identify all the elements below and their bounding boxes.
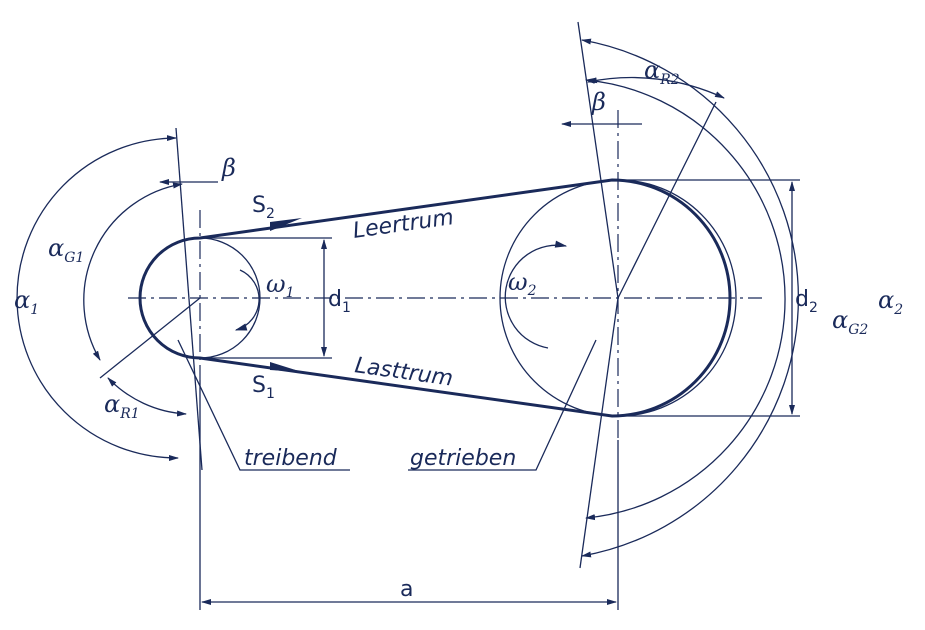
s2-label: S2 bbox=[252, 193, 275, 222]
getrieben-leader bbox=[408, 339, 597, 471]
a-label: a bbox=[400, 577, 413, 602]
alphaR2-arc bbox=[587, 76, 725, 99]
right-tilted-line-main bbox=[577, 21, 619, 299]
alphaG2-label: αG2 bbox=[832, 306, 868, 338]
treibend-leader bbox=[177, 339, 350, 471]
d1-label: d1 bbox=[328, 287, 351, 316]
left-radial-line bbox=[99, 297, 201, 379]
omega2-label: ω2 bbox=[508, 268, 537, 299]
treibend-label: treibend bbox=[244, 446, 338, 471]
alpha2-label: α2 bbox=[878, 286, 903, 318]
beta-right-label: β bbox=[591, 88, 606, 116]
alphaG2-arc bbox=[585, 77, 786, 521]
alpha1-arc bbox=[16, 135, 179, 462]
s1-arrow bbox=[270, 362, 302, 372]
right-radial-line bbox=[617, 101, 717, 299]
alphaR2-label: αR2 bbox=[644, 56, 680, 88]
alphaG1-label: αG1 bbox=[48, 234, 84, 266]
s1-label: S1 bbox=[252, 373, 275, 402]
s2-arrow bbox=[270, 218, 302, 231]
d2-label: d2 bbox=[795, 287, 818, 316]
right-tilted-line-lower bbox=[579, 297, 619, 569]
alphaG1-arc bbox=[83, 182, 183, 361]
getrieben-label: getrieben bbox=[410, 446, 516, 471]
beta-left-label: β bbox=[221, 154, 236, 182]
alpha1-label: α1 bbox=[14, 286, 39, 318]
omega1-label: ω1 bbox=[266, 270, 295, 301]
leertrum-label: Leertrum bbox=[351, 205, 455, 244]
alphaR1-arc bbox=[107, 377, 187, 417]
omega1-rotation-arrow bbox=[234, 269, 260, 331]
alphaR1-label: αR1 bbox=[104, 390, 140, 422]
omega2-rotation-arrow bbox=[504, 240, 568, 349]
